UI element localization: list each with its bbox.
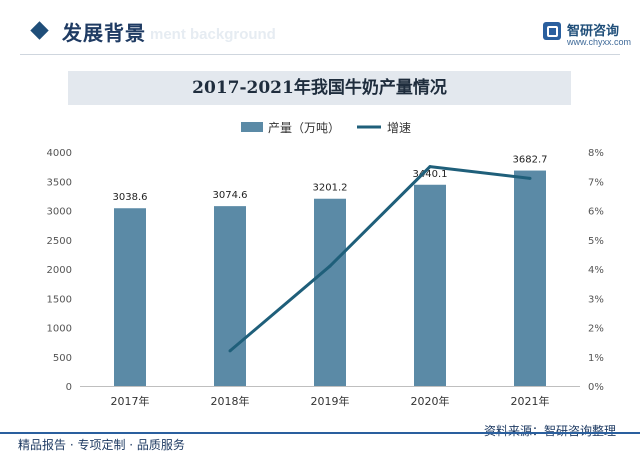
x-tick-label: 2020年 [411, 394, 450, 408]
section-title: 发展背景 [62, 21, 146, 45]
x-tick-label: 2018年 [211, 394, 250, 408]
growth-point [428, 165, 432, 169]
growth-point [228, 349, 232, 353]
bar [214, 206, 246, 386]
x-tick-label: 2021年 [511, 394, 550, 408]
header: 发展背景 ment background 智研咨询 www.chyxx.com [0, 0, 640, 66]
y-right-tick-label: 8% [588, 148, 604, 159]
growth-point [328, 264, 332, 268]
bar [514, 170, 546, 386]
growth-line [229, 165, 531, 353]
y-left-tick-label: 4000 [47, 148, 72, 159]
legend-bar-swatch [241, 122, 263, 132]
header-divider [20, 54, 620, 55]
growth-point [528, 176, 532, 180]
legend-line-label: 增速 [387, 121, 411, 135]
y-right-tick-label: 7% [588, 177, 604, 188]
x-tick-label: 2019年 [311, 394, 350, 408]
bar-value-label: 3440.1 [413, 169, 448, 180]
brand-logo-icon [543, 22, 561, 40]
bar [314, 198, 346, 386]
y-left-tick-label: 1500 [47, 294, 72, 305]
bar-value-label: 3074.6 [213, 190, 248, 201]
x-tick-label: 2017年 [111, 394, 150, 408]
chart-title-bar: 2017-2021年我国牛奶产量情况 [68, 71, 571, 105]
y-left-tick-label: 1000 [47, 324, 72, 335]
y-left-tick-label: 3000 [47, 207, 72, 218]
y-right-tick-label: 2% [588, 324, 604, 335]
y-right-tick-label: 5% [588, 236, 604, 247]
bar [414, 184, 446, 386]
footer-divider [0, 432, 640, 434]
chart-title: 2017-2021年我国牛奶产量情况 [192, 78, 447, 98]
y-left-tick-label: 500 [53, 353, 72, 364]
y-right-tick-label: 3% [588, 294, 604, 305]
y-right-tick-label: 0% [588, 382, 604, 393]
bar-value-label: 3682.7 [513, 155, 548, 166]
y-left-tick-label: 2000 [47, 265, 72, 276]
legend-bar-label: 产量（万吨） [268, 121, 340, 135]
bar [114, 208, 146, 386]
y-right-tick-label: 1% [588, 353, 604, 364]
brand-url: www.chyxx.com [567, 37, 632, 47]
y-right-tick-label: 4% [588, 265, 604, 276]
y-right-tick-label: 6% [588, 207, 604, 218]
y-left-tick-label: 0 [66, 382, 72, 393]
section-subtitle: ment background [150, 26, 276, 43]
source-note: 资料来源：智研咨询整理 [484, 424, 617, 438]
y-left-tick-label: 2500 [47, 236, 72, 247]
bar-value-label: 3038.6 [113, 192, 148, 203]
footer-slogan: 精品报告 · 专项定制 · 品质服务 [18, 438, 185, 452]
y-left-tick-label: 3500 [47, 177, 72, 188]
brand-name: 智研咨询 [567, 24, 620, 39]
bar-value-label: 3201.2 [313, 183, 348, 194]
